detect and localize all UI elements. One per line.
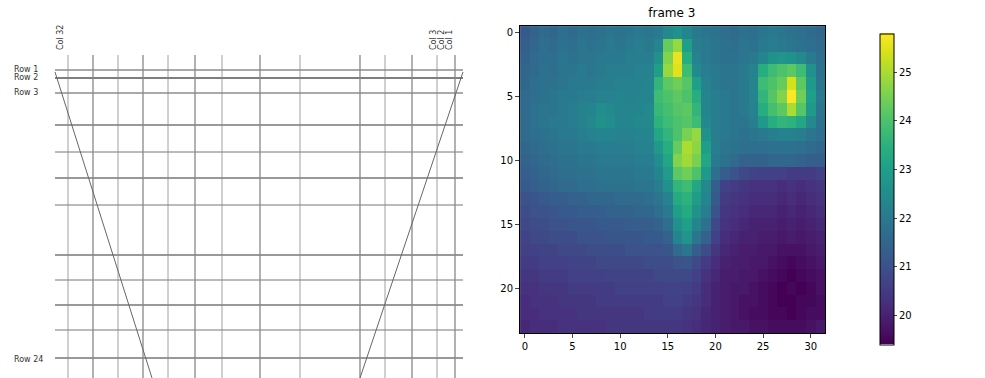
svg-text:0: 0 [522,341,528,352]
svg-text:Col 3: Col 3 [429,30,438,50]
svg-text:Col 2: Col 2 [437,30,446,50]
svg-text:30: 30 [804,341,817,352]
svg-text:10: 10 [500,155,513,166]
svg-text:20: 20 [500,283,513,294]
svg-text:Row 3: Row 3 [14,88,38,97]
svg-text:25: 25 [899,67,912,78]
svg-text:23: 23 [899,164,912,175]
svg-text:Row 2: Row 2 [14,73,38,82]
svg-text:15: 15 [661,341,674,352]
svg-text:0: 0 [507,27,513,38]
svg-text:Col 32: Col 32 [56,25,65,50]
svg-text:15: 15 [500,219,513,230]
svg-text:Row 24: Row 24 [14,355,43,364]
svg-text:Col 1: Col 1 [445,30,454,50]
svg-text:Row 1: Row 1 [14,65,38,74]
svg-text:25: 25 [757,341,770,352]
svg-text:20: 20 [709,341,722,352]
svg-text:21: 21 [899,261,912,272]
svg-text:22: 22 [899,213,912,224]
svg-text:5: 5 [569,341,575,352]
svg-text:5: 5 [507,91,513,102]
svg-text:24: 24 [899,115,912,126]
svg-text:10: 10 [614,341,627,352]
svg-text:frame 3: frame 3 [648,6,695,20]
svg-text:20: 20 [899,310,912,321]
